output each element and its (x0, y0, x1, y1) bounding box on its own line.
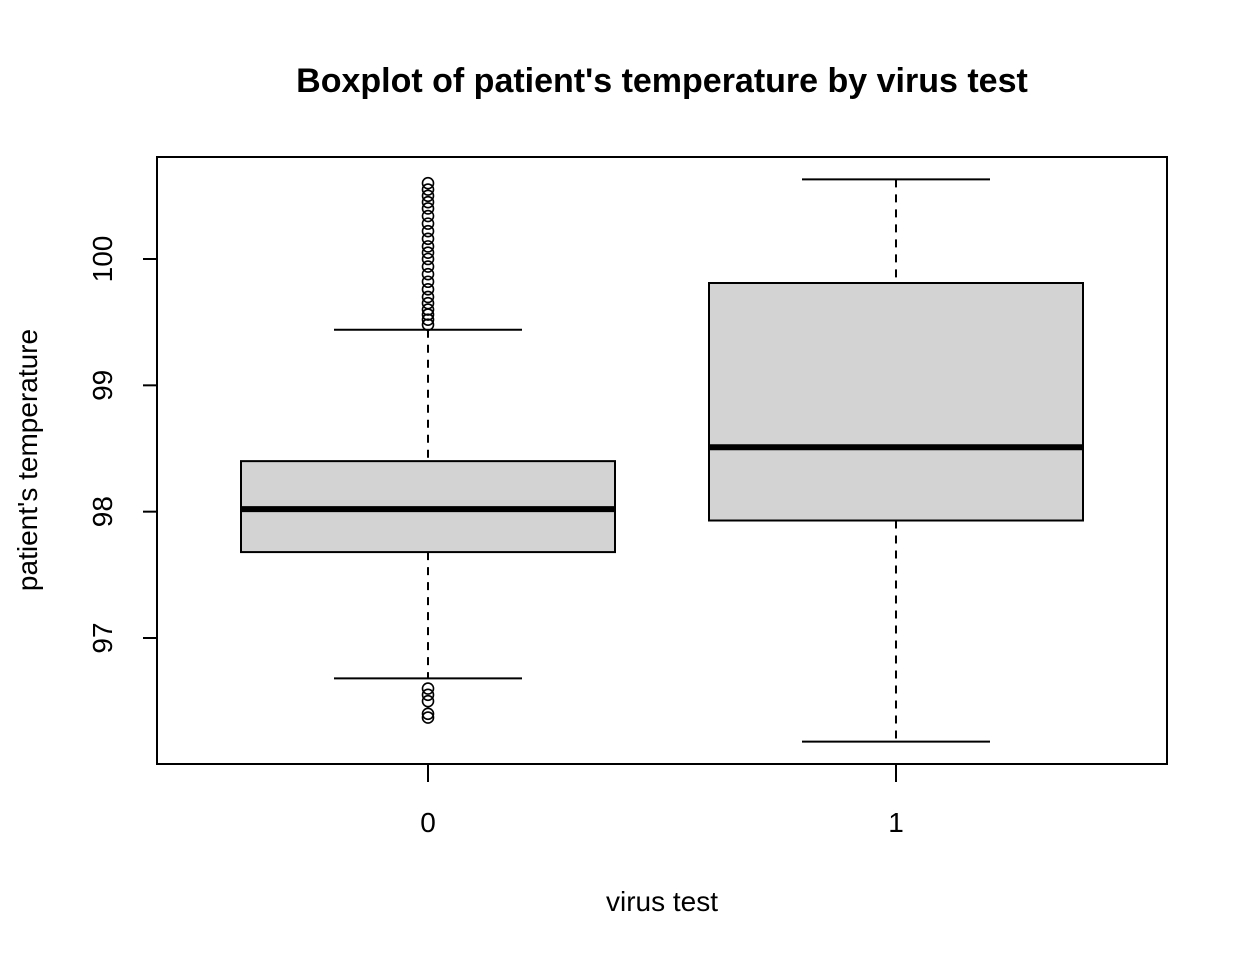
y-tick-label: 100 (87, 236, 118, 283)
outlier-point (421, 283, 435, 296)
outlier-point (421, 303, 435, 316)
y-axis-label: patient's temperature (12, 329, 43, 591)
box-group-1 (708, 178, 1084, 743)
y-tick-label: 98 (87, 496, 118, 527)
outlier-point (421, 202, 435, 215)
box-group-0 (240, 176, 616, 724)
outlier-point (421, 224, 435, 238)
outlier-point (421, 267, 435, 281)
plot-frame (156, 156, 1168, 765)
y-tick-label: 97 (87, 622, 118, 653)
outlier-point (421, 296, 435, 310)
outlier-point (421, 246, 435, 259)
outlier-point (421, 189, 435, 203)
outlier-point (421, 260, 435, 273)
x-tick-label: 0 (420, 807, 436, 838)
outlier-point (421, 290, 435, 304)
outlier-point (421, 694, 435, 708)
outlier-point (421, 240, 435, 253)
outlier-point (421, 176, 435, 190)
y-axis: 97 98 99 100 (87, 236, 157, 654)
outlier-point (421, 252, 435, 266)
outlier-point (421, 183, 435, 196)
outlier-point (421, 707, 435, 721)
outlier-point (421, 232, 435, 246)
outlier-point (421, 313, 435, 326)
outlier-point (421, 682, 435, 695)
outlier-point (421, 318, 435, 331)
outlier-point (421, 209, 435, 223)
x-tick-label: 1 (888, 807, 904, 838)
outlier-point (421, 711, 435, 724)
plot-marks (240, 176, 1084, 743)
x-axis-label: virus test (606, 886, 718, 917)
chart-title: Boxplot of patient's temperature by viru… (296, 62, 1028, 100)
outlier-point (421, 195, 435, 209)
outlier-point (421, 688, 435, 702)
iqr-box (708, 282, 1084, 522)
outlier-point (421, 217, 435, 230)
outlier-point (421, 275, 435, 289)
y-tick-label: 99 (87, 370, 118, 401)
